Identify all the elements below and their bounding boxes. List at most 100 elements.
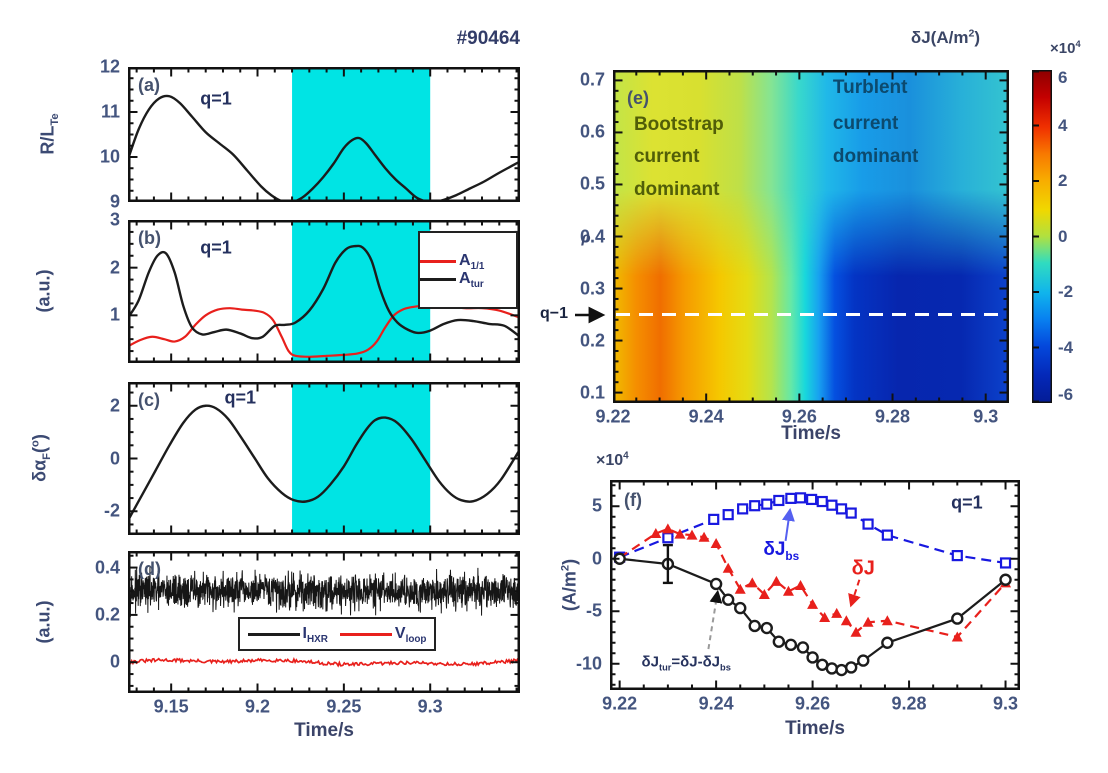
colorbar-scale-label: ×104 [1050,39,1081,57]
region-label-turbulent-line0: Turblent [832,77,908,99]
legend-entry: Vloop [339,619,427,649]
x-tick-label: 9.2 [244,696,271,717]
y-tick-label: -2 [103,500,120,521]
x-tick-label: 9.24 [698,693,734,714]
region-label-turbulent-line2: dominant [832,146,919,168]
q-equals-1-label-a: q=1 [200,88,232,108]
legend-d: IHXR Vloop [238,617,436,651]
y-tick-label: 1 [109,304,120,325]
panel-letter-e: (e) [627,88,649,108]
y-tick-label: 0.5 [579,173,605,194]
y-tick-label: 2 [109,395,120,416]
x-tick-label: 9.22 [595,406,631,427]
y-tick-label: 2 [109,257,120,278]
q-equals-1-label-c: q=1 [224,387,256,408]
legend-entry: A1/1 [420,252,516,273]
panel-letter-f: (f) [624,490,642,510]
legend-entry: Atur [420,270,516,291]
y-tick-label: 0.1 [579,382,605,403]
panel-letter-a: (a) [138,75,160,95]
y-tick-label: 5 [591,495,602,516]
q-equals-1-label-b: q=1 [200,237,232,258]
colorbar [1032,70,1052,403]
panel-letter-b: (b) [138,228,161,248]
legend-entry: IHXR [247,619,328,649]
region-label-bootstrap-line0: Bootstrap [633,113,724,135]
y-axis-label-b: (a.u.) [33,269,54,313]
x-tick-label: 9.26 [781,406,817,427]
y-tick-label: 10 [99,146,120,167]
y-tick-label: 0.6 [579,121,605,142]
region-label-bootstrap-line2: dominant [633,178,720,200]
y-axis-label-a: R/LTe [37,113,62,155]
x-tick-label: 9.28 [891,693,927,714]
x-tick-label: 9.25 [326,696,362,717]
y-axis-label-d: (a.u.) [33,600,54,644]
legend-label: A1/1 [459,252,485,273]
q-equals-1-marker: q−1 [540,304,610,326]
y-tick-label: 0 [591,548,602,569]
x-tick-label: 9.3 [993,693,1019,714]
panel-f-plot [610,480,1020,690]
legend-line-swatch [339,632,392,636]
y-axis-label-e: ρ [581,229,591,247]
legend-label: Vloop [394,625,427,646]
region-label-turbulent-line1: current [832,112,899,134]
x-axis-label-e: Time/s [781,423,841,444]
panel-e-plot [613,70,1009,403]
axis-scale-label-f: ×104 [596,450,629,469]
y-tick-label: 0.3 [579,278,605,299]
panel-a-plot [128,67,520,202]
x-axis-label-f: Time/s [785,718,845,739]
x-tick-label: 9.24 [688,406,724,427]
x-tick-label: 9.28 [874,406,911,427]
panel-letter-d: (d) [138,559,161,579]
legend-line-swatch [420,259,456,263]
x-tick-label: 9.3 [973,406,999,427]
legend-line-swatch [420,277,456,281]
y-tick-label: 11 [100,101,120,122]
annotation-dJtur-label: δJtur=δJ-δJbs [641,653,731,673]
x-tick-label: 9.26 [795,693,831,714]
y-tick-label: -5 [585,600,602,621]
x-tick-label: 9.22 [602,693,638,714]
annotation-dJbs-label: δJbs [763,539,800,564]
y-axis-label-c: δαF(o) [29,434,54,482]
q-marker-text: q−1 [540,304,569,322]
legend-b: A1/1 Atur [418,231,518,309]
legend-line-swatch [247,632,300,636]
heatmap-title: δJ(A/m2) [910,27,980,47]
colorbar-tick-label: 4 [1058,115,1068,135]
colorbar-tick-label: 0 [1058,226,1068,246]
y-tick-label: -10 [575,653,602,674]
legend-label: IHXR [302,625,328,646]
y-tick-label: 0.2 [94,604,120,625]
y-tick-label: 0.4 [94,557,120,578]
x-tick-label: 9.15 [153,696,189,717]
colorbar-tick-label: 2 [1058,171,1068,190]
y-tick-label: 9 [109,191,120,212]
y-tick-label: 0 [109,448,120,468]
y-tick-label: 12 [99,56,120,77]
panel-c-plot [128,382,520,535]
y-axis-label-f: (A/m2) [559,558,580,612]
x-axis-label-d: Time/s [294,720,354,741]
y-tick-label: 0.4 [579,226,605,246]
colorbar-tick-label: 6 [1058,68,1068,87]
region-label-bootstrap-line1: current [633,146,700,168]
shot-number-label: #90464 [456,28,520,49]
annotation-dJ-label: δJ [851,557,875,580]
y-tick-label: 0.7 [579,69,605,90]
colorbar-tick-label: -6 [1058,385,1074,404]
legend-label: Atur [459,270,484,291]
y-tick-label: 0.2 [579,330,605,351]
panel-letter-c: (c) [138,390,160,410]
colorbar-tick-label: -4 [1058,337,1074,357]
colorbar-tick-label: -2 [1058,282,1074,301]
y-tick-label: 0 [109,651,120,672]
x-tick-label: 9.3 [417,696,443,717]
panel-d-plot [128,551,520,693]
y-tick-label: 3 [109,209,120,230]
annotation-q-label-f: q=1 [951,492,983,513]
